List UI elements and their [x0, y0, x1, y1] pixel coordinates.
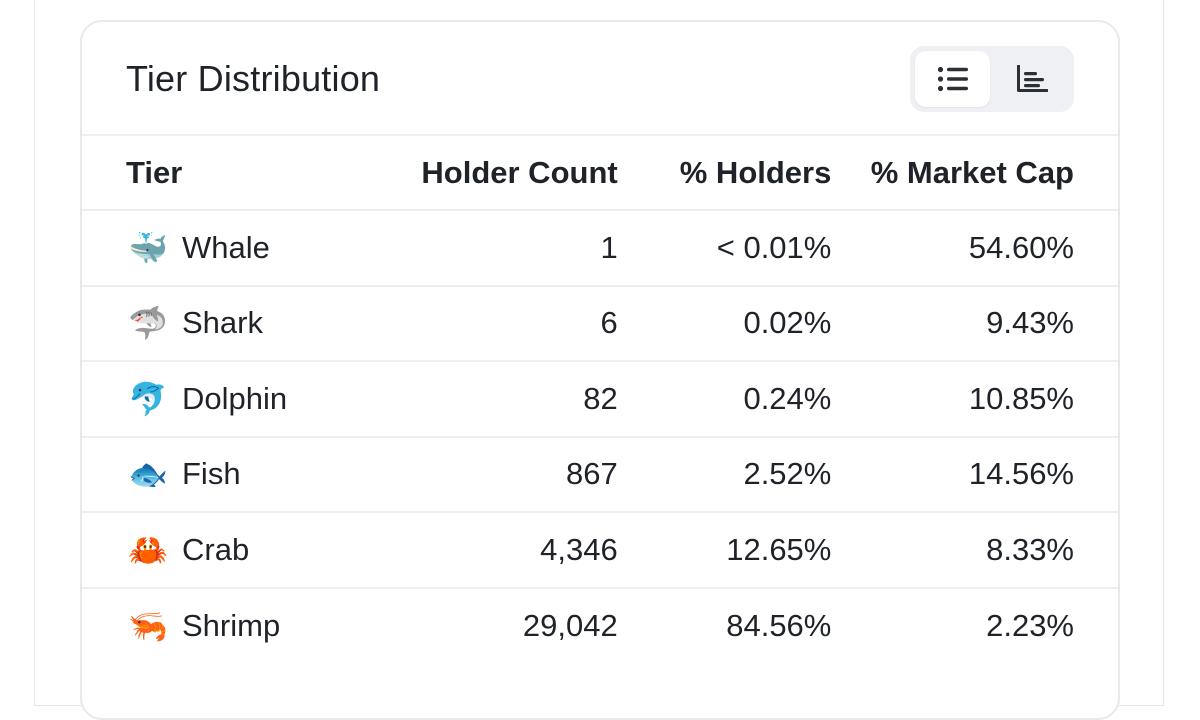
table-header-row: Tier Holder Count % Holders % Market Cap: [82, 136, 1118, 211]
pct-market-cap-cell: 8.33%: [831, 512, 1118, 589]
header-tier[interactable]: Tier: [82, 136, 385, 211]
holder-count-cell: 6: [384, 285, 618, 362]
list-view-button[interactable]: [915, 51, 990, 107]
tier-name: Crab: [182, 531, 250, 567]
pct-market-cap-cell: 2.23%: [986, 607, 1074, 643]
shark-icon: 🦈: [128, 304, 168, 343]
tier-name: Shrimp: [182, 607, 281, 643]
shrimp-icon: 🦐: [128, 606, 168, 645]
table-row: 🐟 Fish 867 2.52% 14.56%: [82, 436, 1118, 513]
pct-market-cap-cell: 9.43%: [831, 285, 1118, 362]
tier-distribution-card: Tier Distribution: [80, 20, 1120, 720]
table-row: 🦐 Shrimp 29,042 84.56% 2.23%: [82, 588, 1118, 664]
tier-name: Shark: [182, 305, 263, 341]
tier-table: Tier Holder Count % Holders % Market Cap…: [82, 136, 1118, 663]
holder-count-cell: 867: [384, 436, 618, 513]
list-icon: [937, 66, 969, 92]
view-toggle: [910, 46, 1074, 112]
table-row: 🐬 Dolphin 82 0.24% 10.85%: [82, 361, 1118, 438]
tier-name: Dolphin: [182, 380, 288, 416]
holder-count-cell: 29,042: [522, 607, 618, 643]
chart-view-button[interactable]: [994, 51, 1069, 107]
bar-chart-icon: [1016, 65, 1048, 93]
tier-name: Whale: [182, 229, 270, 265]
holder-count-cell: 4,346: [384, 512, 618, 589]
pct-market-cap-cell: 14.56%: [831, 436, 1118, 513]
card-title: Tier Distribution: [126, 58, 381, 99]
dolphin-icon: 🐬: [128, 379, 168, 418]
fish-icon: 🐟: [128, 455, 168, 494]
table-row: 🦀 Crab 4,346 12.65% 8.33%: [82, 512, 1118, 589]
pct-holders-cell: 84.56%: [726, 607, 832, 643]
header-holder-count[interactable]: Holder Count: [384, 136, 618, 211]
table-row: 🦈 Shark 6 0.02% 9.43%: [82, 285, 1118, 362]
header-pct-holders[interactable]: % Holders: [617, 136, 832, 211]
pct-market-cap-cell: 10.85%: [831, 361, 1118, 438]
tier-name: Fish: [182, 456, 241, 492]
header-pct-market-cap[interactable]: % Market Cap: [831, 136, 1118, 211]
pct-holders-cell: < 0.01%: [617, 210, 832, 287]
crab-icon: 🦀: [128, 530, 168, 569]
pct-holders-cell: 0.24%: [617, 361, 832, 438]
holder-count-cell: 1: [384, 210, 618, 287]
card-header: Tier Distribution: [82, 22, 1118, 136]
pct-holders-cell: 0.02%: [617, 285, 832, 362]
whale-icon: 🐳: [128, 228, 168, 267]
pct-holders-cell: 12.65%: [617, 512, 832, 589]
holder-count-cell: 82: [384, 361, 618, 438]
pct-holders-cell: 2.52%: [617, 436, 832, 513]
table-row: 🐳 Whale 1 < 0.01% 54.60%: [82, 210, 1118, 287]
pct-market-cap-cell: 54.60%: [831, 210, 1118, 287]
